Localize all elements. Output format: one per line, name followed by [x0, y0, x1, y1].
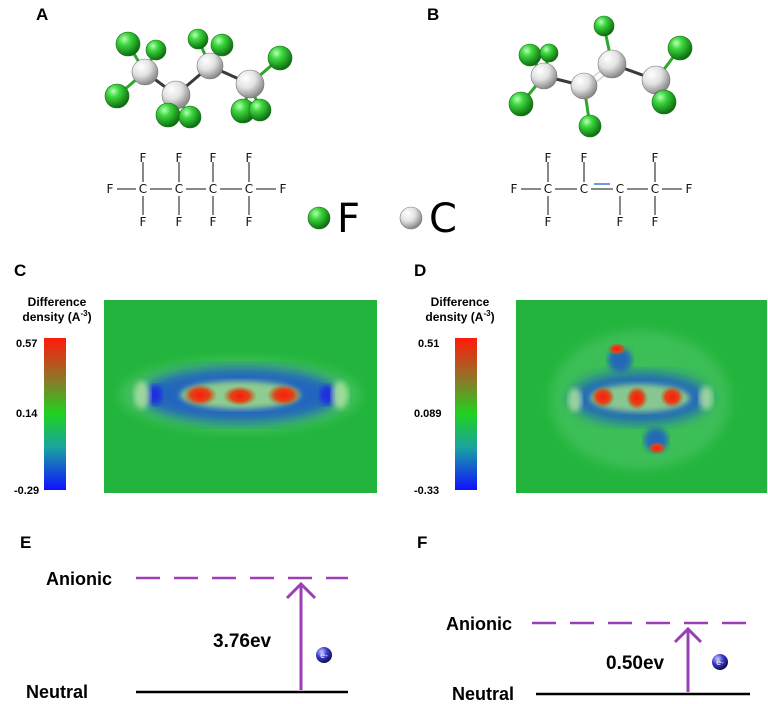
svg-text:F: F	[617, 215, 624, 229]
panel-label-e: E	[20, 533, 31, 552]
svg-text:C: C	[651, 182, 659, 196]
colorbar-c: Difference density (A-3) 0.57 0.14 -0.29	[14, 295, 92, 497]
panel-e: E Anionic Neutral 3.76ev e-	[20, 533, 348, 702]
svg-text:F: F	[280, 182, 287, 196]
colorbar-gradient-c	[44, 338, 66, 490]
energy-gap-f: 0.50ev	[606, 653, 665, 674]
fluorine-legend-label: F	[337, 196, 360, 242]
carbon-legend-label: C	[429, 196, 457, 242]
structural-formula-b: F C C C C F F F F F F F	[511, 151, 693, 229]
svg-text:F: F	[511, 182, 518, 196]
structural-formula-a: F C C C C F F F F F F F F F	[107, 151, 287, 229]
svg-text:F: F	[246, 215, 253, 229]
density-map-c	[104, 300, 377, 493]
molecule-3d-a	[104, 28, 293, 129]
anionic-level-label-e: Anionic	[46, 569, 112, 589]
colorbar-gradient-d	[455, 338, 477, 490]
svg-text:e-: e-	[716, 658, 724, 667]
colorbar-mid-c: 0.14	[16, 408, 38, 420]
energy-gap-e: 3.76ev	[213, 631, 272, 652]
svg-text:C: C	[209, 182, 217, 196]
panel-f: F Anionic Neutral 0.50ev e-	[417, 533, 750, 704]
colorbar-title-c1: Difference	[28, 295, 87, 309]
panel-label-a: A	[36, 5, 48, 24]
colorbar-max-c: 0.57	[16, 338, 37, 350]
colorbar-title-d2: density (A-3)	[425, 309, 494, 324]
panel-label-f: F	[417, 533, 427, 552]
panel-a: A	[36, 5, 293, 229]
panel-label-c: C	[14, 261, 26, 280]
svg-text:F: F	[176, 151, 183, 165]
electron-icon: e-	[316, 647, 332, 663]
svg-text:F: F	[545, 215, 552, 229]
neutral-level-label-f: Neutral	[452, 684, 514, 704]
svg-text:F: F	[686, 182, 693, 196]
svg-text:F: F	[176, 215, 183, 229]
electron-icon: e-	[712, 654, 728, 670]
svg-text:F: F	[246, 151, 253, 165]
panel-label-d: D	[414, 261, 426, 280]
svg-text:C: C	[580, 182, 588, 196]
panel-b: B	[427, 5, 693, 229]
svg-text:C: C	[245, 182, 253, 196]
panel-c: C Difference density (A-3) 0.57 0.14 -0.…	[14, 261, 377, 497]
colorbar-mid-d: 0.089	[414, 408, 442, 420]
fluorine-legend-icon	[307, 206, 331, 230]
svg-text:F: F	[545, 151, 552, 165]
colorbar-title-c2: density (A-3)	[22, 309, 91, 324]
svg-text:F: F	[107, 182, 114, 196]
svg-text:C: C	[139, 182, 147, 196]
svg-text:F: F	[140, 151, 147, 165]
svg-text:C: C	[616, 182, 624, 196]
colorbar-max-d: 0.51	[418, 338, 439, 350]
colorbar-min-c: -0.29	[14, 485, 39, 497]
arrow-f	[673, 626, 703, 692]
svg-text:F: F	[652, 151, 659, 165]
svg-text:F: F	[210, 151, 217, 165]
svg-text:C: C	[544, 182, 552, 196]
panel-d: D Difference density (A-3) 0.51 0.089 -0…	[414, 261, 767, 497]
colorbar-title-d1: Difference	[431, 295, 490, 309]
svg-text:F: F	[210, 215, 217, 229]
neutral-level-label-e: Neutral	[26, 682, 88, 702]
colorbar-min-d: -0.33	[414, 485, 439, 497]
colorbar-d: Difference density (A-3) 0.51 0.089 -0.3…	[414, 295, 495, 497]
svg-text:F: F	[140, 215, 147, 229]
svg-text:F: F	[652, 215, 659, 229]
arrow-e	[285, 581, 317, 690]
svg-text:C: C	[175, 182, 183, 196]
svg-text:e-: e-	[320, 651, 328, 660]
panel-label-b: B	[427, 5, 439, 24]
density-map-d	[516, 300, 767, 493]
anionic-level-label-f: Anionic	[446, 614, 512, 634]
molecule-3d-b	[508, 15, 693, 138]
svg-text:F: F	[581, 151, 588, 165]
carbon-legend-icon	[399, 206, 423, 230]
atom-legend: F C	[307, 196, 457, 242]
